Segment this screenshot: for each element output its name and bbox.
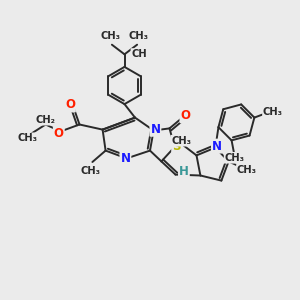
Text: O: O — [65, 98, 75, 112]
Text: CH₃: CH₃ — [18, 133, 38, 143]
Text: O: O — [180, 109, 190, 122]
Text: CH₃: CH₃ — [263, 107, 283, 117]
Text: CH₃: CH₃ — [129, 31, 148, 41]
Text: CH₃: CH₃ — [100, 31, 120, 41]
Text: N: N — [150, 123, 161, 136]
Text: CH: CH — [131, 49, 147, 59]
Text: S: S — [172, 140, 181, 154]
Text: O: O — [54, 127, 64, 140]
Text: CH₃: CH₃ — [171, 136, 191, 146]
Text: CH₃: CH₃ — [81, 166, 101, 176]
Text: CH₃: CH₃ — [225, 153, 244, 163]
Text: CH₂: CH₂ — [36, 115, 56, 125]
Text: H: H — [179, 165, 189, 178]
Text: N: N — [212, 140, 222, 153]
Text: CH₃: CH₃ — [237, 165, 257, 175]
Text: N: N — [120, 152, 130, 166]
